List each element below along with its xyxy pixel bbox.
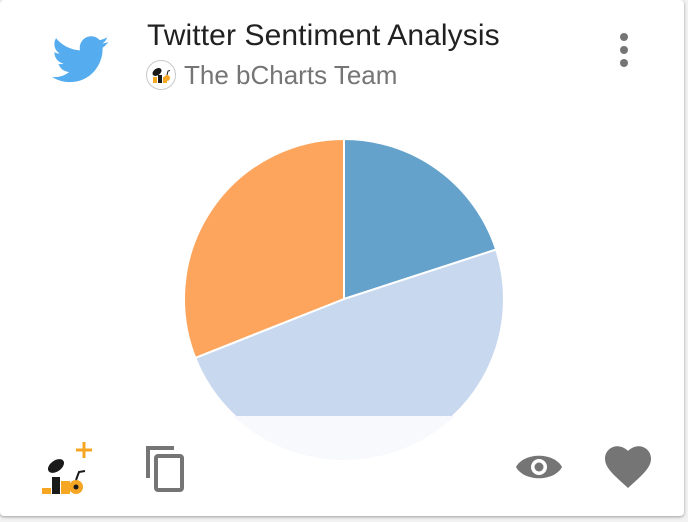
more-vert-icon-dot xyxy=(620,46,628,54)
more-vert-icon-dot xyxy=(620,59,628,67)
pie-slice-3 xyxy=(183,137,345,360)
view-chart-button[interactable] xyxy=(512,446,566,488)
twitter-bird-icon xyxy=(52,36,109,83)
author-info[interactable]: The bCharts Team xyxy=(146,58,397,92)
card-header: Twitter Sentiment Analysis The bCharts T… xyxy=(0,0,684,110)
pie-chart xyxy=(183,137,505,416)
chart-overflow-faded xyxy=(0,416,684,461)
pie-slice-faded-2 xyxy=(233,416,455,460)
card-title[interactable]: Twitter Sentiment Analysis xyxy=(147,19,500,52)
author-name: The bCharts Team xyxy=(184,59,398,90)
more-options-button[interactable] xyxy=(606,28,642,72)
heart-icon xyxy=(605,446,651,488)
bcharts-add-icon xyxy=(42,442,92,494)
more-vert-icon xyxy=(620,33,628,41)
pie-slice-1 xyxy=(343,137,498,301)
chart-preview[interactable] xyxy=(0,110,684,416)
copy-chart-button[interactable] xyxy=(142,442,192,496)
favorite-button[interactable] xyxy=(602,444,654,490)
author-avatar xyxy=(146,60,176,90)
bee-logo-icon xyxy=(152,68,171,83)
copy-icon xyxy=(146,446,184,492)
pie-slice-2 xyxy=(193,248,505,416)
add-to-bcharts-button[interactable] xyxy=(38,438,102,496)
card-footer xyxy=(0,430,684,510)
eye-icon xyxy=(516,455,562,479)
